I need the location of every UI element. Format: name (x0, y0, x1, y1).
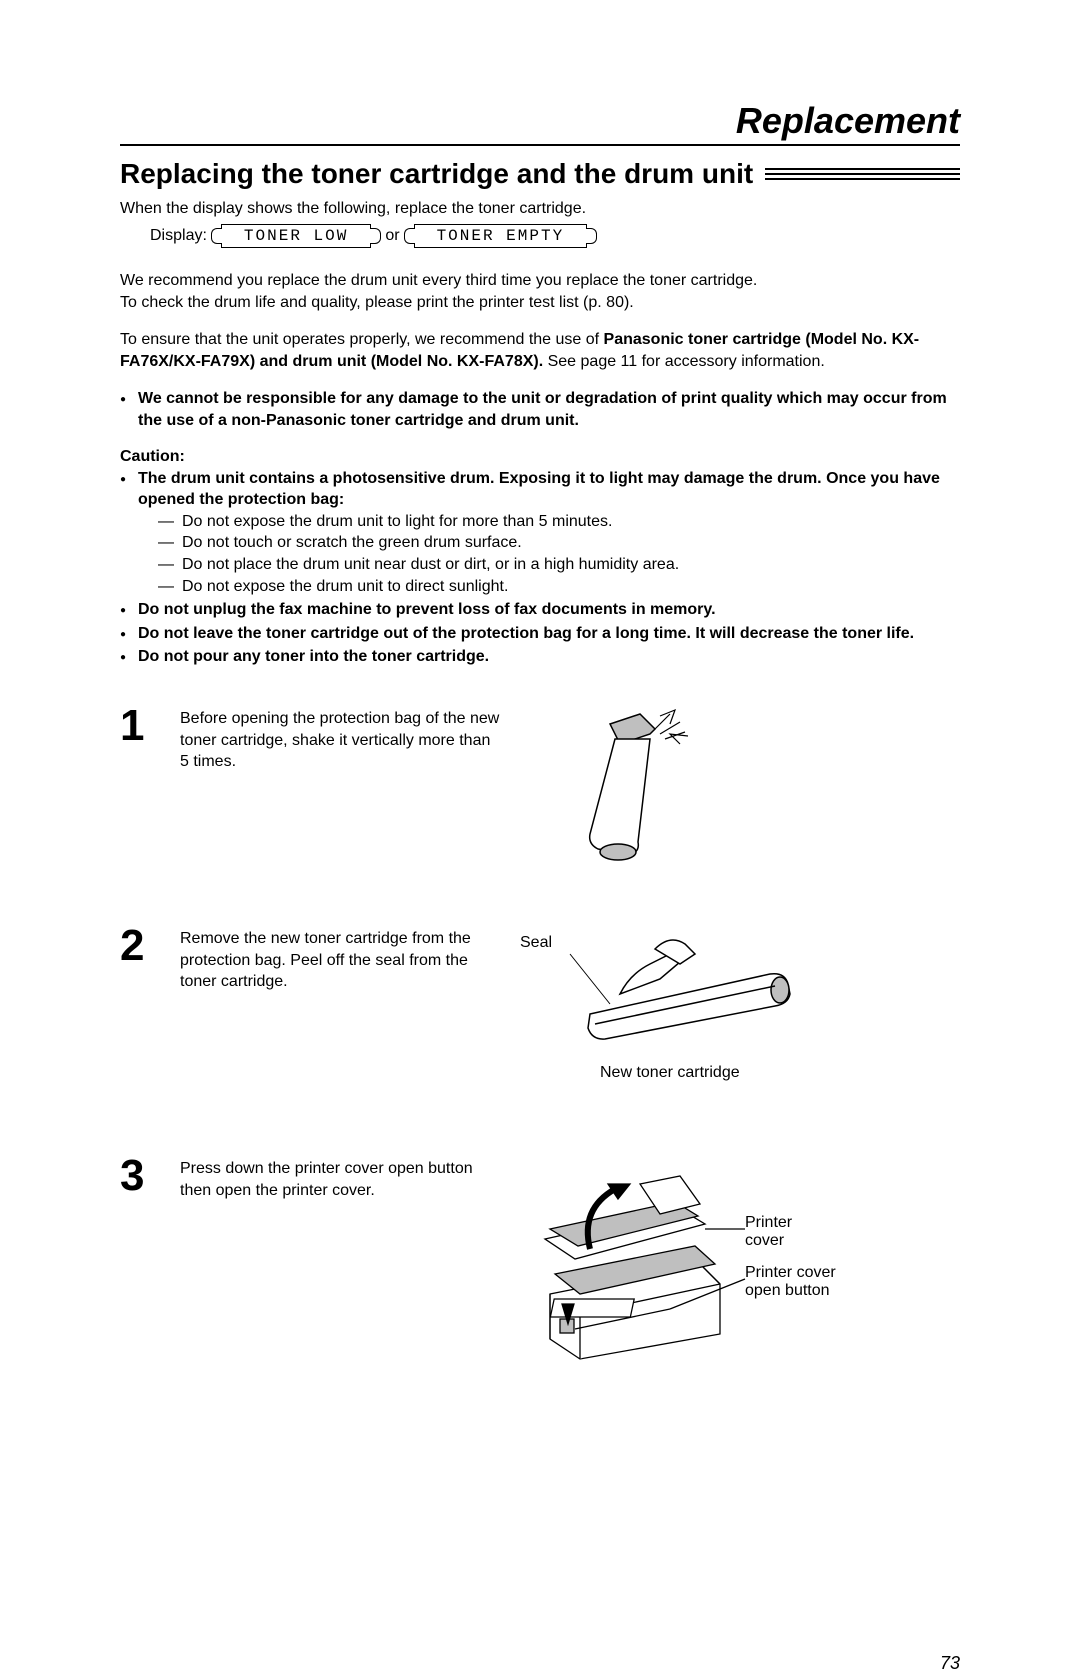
caution-bullet-3: Do not pour any toner into the toner car… (120, 646, 960, 668)
display-label: Display: (150, 227, 207, 245)
step-2-figure: Seal New toner cartridge (520, 924, 960, 1104)
intro-text: When the display shows the following, re… (120, 200, 960, 218)
caution-bullet-0: The drum unit contains a photosensitive … (120, 468, 960, 598)
step-3-figure: Printer cover Printer cover open button (520, 1154, 960, 1374)
caution-dashes: Do not expose the drum unit to light for… (158, 511, 960, 597)
label-seal: Seal (520, 934, 552, 952)
lcd-toner-low: TONER LOW (221, 224, 371, 248)
label-printer-cover: Printer cover (745, 1214, 792, 1250)
main-heading-row: Replacing the toner cartridge and the dr… (120, 158, 960, 190)
page-number: 73 (940, 1653, 960, 1674)
step-2-text: Remove the new toner cartridge from the … (180, 924, 500, 993)
caution-dash-0: Do not expose the drum unit to light for… (158, 511, 960, 533)
caution-bullet-0-bold: The drum unit contains a photosensitive … (138, 470, 940, 509)
para-recommend-line1: We recommend you replace the drum unit e… (120, 272, 757, 289)
lcd-toner-empty: TONER EMPTY (414, 224, 588, 248)
caution-dash-2: Do not place the drum unit near dust or … (158, 554, 960, 576)
step-3: 3 Press down the printer cover open butt… (120, 1154, 960, 1374)
display-or: or (385, 227, 399, 245)
para-ensure-b: See page 11 for accessory information. (543, 353, 825, 370)
label-open-button: Printer cover open button (745, 1264, 836, 1300)
para-ensure: To ensure that the unit operates properl… (120, 329, 960, 372)
caution-bullet-2: Do not leave the toner cartridge out of … (120, 623, 960, 645)
caution-dash-3: Do not expose the drum unit to direct su… (158, 576, 960, 598)
step-3-num: 3 (120, 1154, 160, 1198)
step-2-num: 2 (120, 924, 160, 968)
shake-bag-icon (520, 704, 720, 874)
caution-label: Caution: (120, 448, 960, 466)
step-1-figure (520, 704, 960, 874)
step-1-text: Before opening the protection bag of the… (180, 704, 500, 773)
para-ensure-a: To ensure that the unit operates properl… (120, 331, 604, 348)
bullet-top-0: We cannot be responsible for any damage … (120, 388, 960, 431)
step-3-text: Press down the printer cover open button… (180, 1154, 500, 1201)
peel-seal-icon (560, 924, 860, 1064)
caution-bullets: The drum unit contains a photosensitive … (120, 468, 960, 668)
top-bullets: We cannot be responsible for any damage … (120, 388, 960, 431)
steps: 1 Before opening the protection bag of t… (120, 704, 960, 1374)
caution-dash-1: Do not touch or scratch the green drum s… (158, 532, 960, 554)
section-header: Replacement (120, 100, 960, 146)
label-new-cartridge: New toner cartridge (600, 1064, 740, 1082)
step-1-num: 1 (120, 704, 160, 748)
para-recommend: We recommend you replace the drum unit e… (120, 270, 960, 313)
display-row: Display: TONER LOW or TONER EMPTY (150, 224, 960, 248)
step-2: 2 Remove the new toner cartridge from th… (120, 924, 960, 1104)
main-heading: Replacing the toner cartridge and the dr… (120, 158, 753, 190)
para-recommend-line2: To check the drum life and quality, plea… (120, 294, 634, 311)
caution-bullet-1: Do not unplug the fax machine to prevent… (120, 599, 960, 621)
step-1: 1 Before opening the protection bag of t… (120, 704, 960, 874)
heading-rule-icon (765, 168, 960, 180)
